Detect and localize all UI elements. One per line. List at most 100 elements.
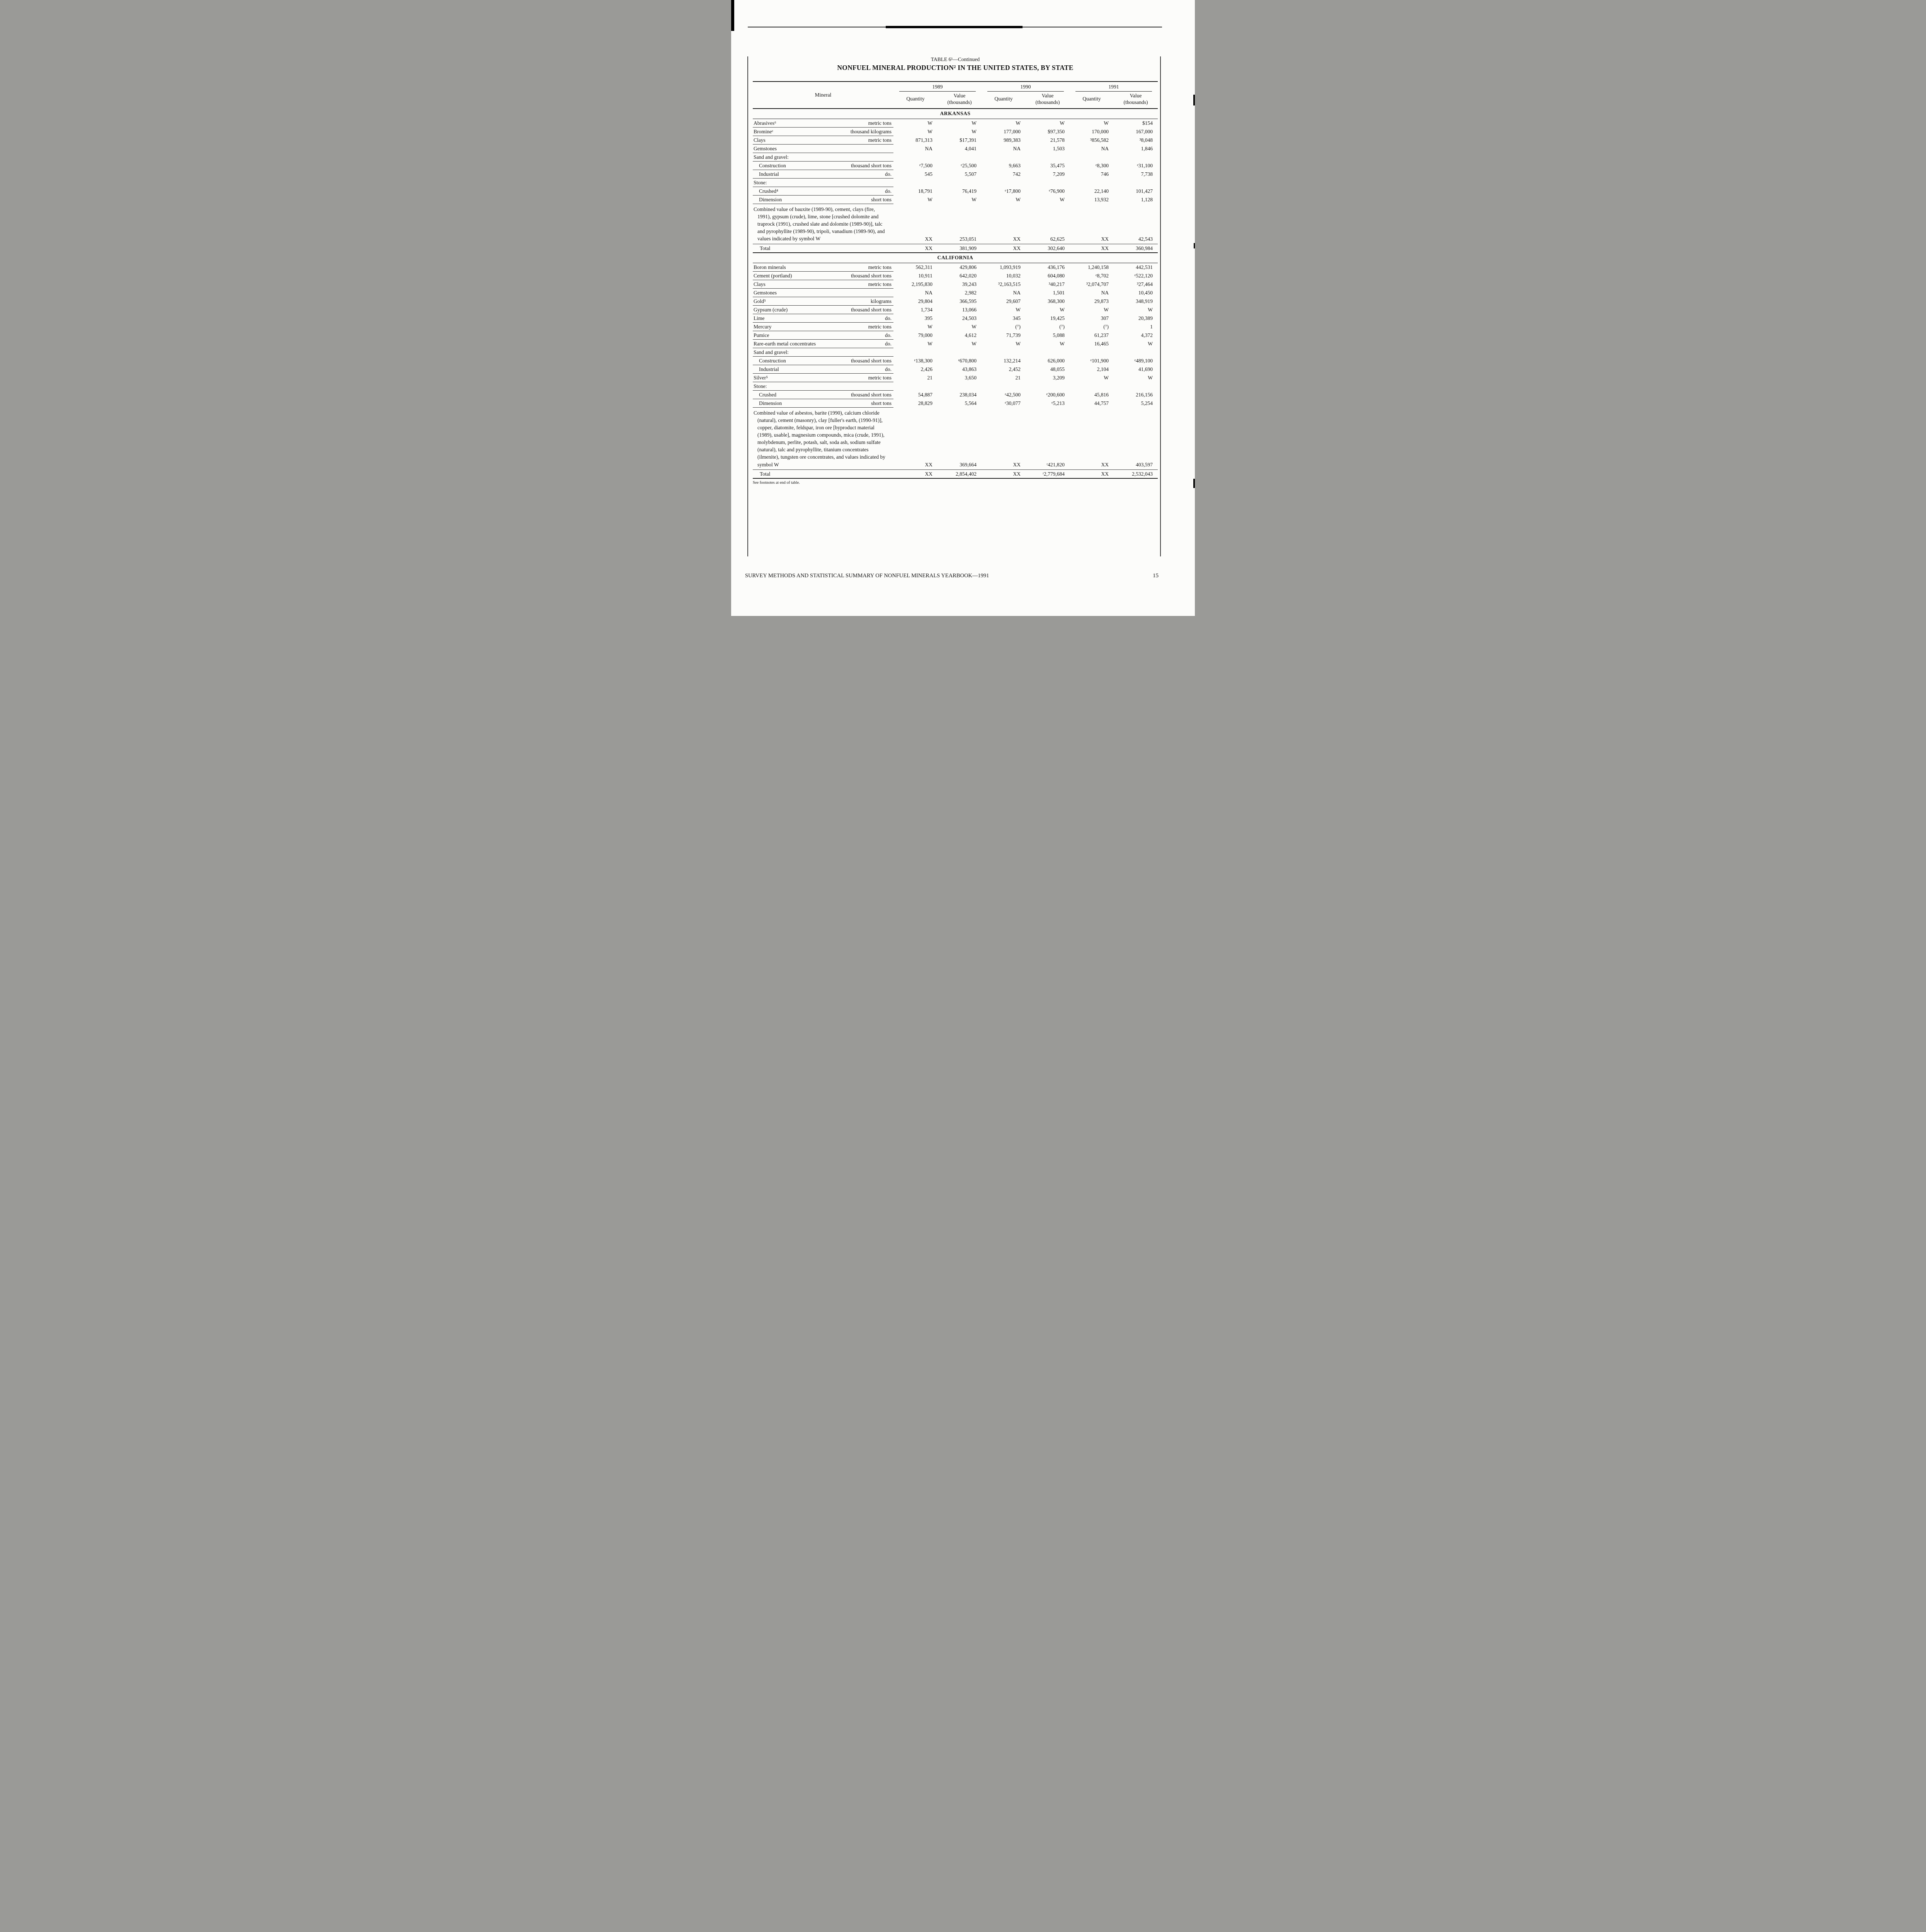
blank-cell [893, 153, 1158, 161]
value-cell: 545 [924, 171, 932, 177]
unit-label: do. [845, 187, 893, 196]
data-row: Dimension short tons 28,829 5,564 ᵉ30,077 ᵉ5,… [753, 399, 1158, 408]
value-cell: 20,389 [1138, 315, 1153, 321]
value-cell: 746 [1101, 171, 1109, 177]
unit-label: metric tons [845, 119, 893, 128]
mineral-group-label: Stone: [753, 382, 893, 391]
value-cell: 5,507 [965, 171, 977, 177]
page-title: NONFUEL MINERAL PRODUCTION² IN THE UNITE… [837, 64, 1074, 71]
unit-label: thousand short tons [845, 305, 893, 314]
value-cell: ᵉ5,213 [1051, 400, 1065, 406]
value-cell: W [927, 128, 932, 134]
value-cell: 61,237 [1094, 332, 1109, 338]
value-cell: 4,372 [1141, 332, 1153, 338]
value-cell: 7,738 [1141, 171, 1153, 177]
value-cell: XX [893, 469, 937, 479]
value-cell: 28,829 [918, 400, 932, 406]
mineral-name: Gypsum (crude) [753, 305, 845, 314]
value-cell: 79,000 [918, 332, 932, 338]
combined-value-label: Combined value of bauxite (1989-90), cem… [753, 204, 893, 244]
value-cell: ᵉ25,500 [961, 162, 977, 168]
value-cell: 1,503 [1053, 145, 1065, 151]
value-cell: 10,032 [1006, 272, 1021, 279]
value-cell: 360,984 [1114, 244, 1158, 253]
value-cell: 3,209 [1053, 374, 1065, 381]
value-cell: W [1016, 196, 1021, 202]
value-cell: 871,313 [915, 137, 932, 143]
value-cell: 21 [1015, 374, 1021, 381]
value-cell: 21 [927, 374, 933, 381]
value-cell: W [972, 323, 977, 330]
value-cell: W [972, 196, 977, 202]
value-cell: 7,209 [1053, 171, 1065, 177]
value-cell: 177,000 [1004, 128, 1021, 134]
value-cell: ᵉ200,600 [1046, 391, 1065, 398]
value-header-1990: Value (thousands) [1026, 92, 1070, 109]
data-row: Cement (portland) thousand short tons 10,9… [753, 271, 1158, 280]
value-cell: 1,501 [1053, 289, 1065, 296]
value-cell: 307 [1101, 315, 1109, 321]
mineral-name: Rare-earth metal concentrates [753, 339, 845, 348]
value-cell: XX [893, 407, 937, 470]
data-row: Gemstones NA 4,041 NA 1,503 NA 1,846 [753, 144, 1158, 153]
value-cell: ᵉ76,900 [1049, 188, 1065, 194]
value-cell: 19,425 [1050, 315, 1065, 321]
data-row: Pumice do. 79,000 4,612 71,739 5,088 61,237 4,3… [753, 331, 1158, 340]
group-row: Stone: [753, 178, 1158, 187]
value-cell: 2,532,043 [1114, 469, 1158, 479]
value-cell: W [927, 196, 932, 202]
thousands-label: (thousands) [1035, 99, 1060, 105]
scan-artifact [731, 0, 734, 31]
value-cell: 302,640 [1026, 244, 1070, 253]
table-label: TABLE 6¹—Continued [931, 56, 980, 62]
value-cell: W [972, 120, 977, 126]
mineral-name: Industrial [753, 365, 845, 374]
value-cell: ʳ421,820 [1026, 407, 1070, 470]
value-cell: 562,311 [915, 264, 932, 270]
combined-row: Combined value of bauxite (1989-90), cem… [753, 204, 1158, 244]
value-cell: W [1104, 374, 1109, 381]
value-cell: ³8,048 [1139, 137, 1153, 143]
mineral-name: Dimension [753, 399, 845, 408]
value-cell: 170,000 [1092, 128, 1109, 134]
value-cell: 253,051 [937, 204, 982, 244]
value-cell: 395 [924, 315, 932, 321]
footnote: See footnotes at end of table. [753, 480, 800, 485]
value-cell: XX [893, 244, 937, 253]
value-cell: 4,612 [965, 332, 977, 338]
unit-label: metric tons [845, 373, 893, 382]
value-cell: XX [1070, 244, 1114, 253]
value-cell: 216,156 [1136, 391, 1153, 398]
value-cell: W [1060, 306, 1065, 313]
value-cell: 9,663 [1009, 162, 1021, 168]
data-row: Crushed⁴ do. 18,791 76,419 ᵉ17,800 ᵉ76,900 22,… [753, 187, 1158, 196]
mineral-name: Mercury [753, 322, 845, 331]
value-cell: XX [982, 469, 1026, 479]
value-cell: $17,391 [960, 137, 977, 143]
state-name: ARKANSAS [753, 108, 1158, 119]
value-cell: 13,932 [1094, 196, 1109, 202]
year-1989-header: 1989 [893, 82, 982, 92]
mineral-name: Crushed⁴ [753, 187, 845, 196]
mineral-column-header: Mineral [753, 82, 893, 109]
blank-cell [893, 348, 1158, 356]
total-row: Total XX 2,854,402 XX ʳ2,779,684 XX 2,532,043 [753, 469, 1158, 479]
unit-label: do. [845, 331, 893, 340]
footer-text: SURVEY METHODS AND STATISTICAL SUMMARY O… [745, 573, 989, 579]
state-section-row: ARKANSAS [753, 108, 1158, 119]
scan-artifact [1194, 243, 1195, 248]
data-row: Industrial do. 2,426 43,863 2,452 48,055 2,104… [753, 365, 1158, 374]
mineral-name: Silver⁵ [753, 373, 845, 382]
value-label: Value [1041, 93, 1054, 99]
value-cell: XX [982, 407, 1026, 470]
value-cell: 238,034 [960, 391, 977, 398]
data-row: Silver⁵ metric tons 21 3,650 21 3,209 W W [753, 373, 1158, 382]
page-content: TABLE 6¹—Continued NONFUEL MINERAL PRODU… [753, 56, 1158, 485]
value-cell: NA [925, 289, 933, 296]
value-cell: 22,140 [1094, 188, 1109, 194]
value-cell: ᵉ7,500 [919, 162, 932, 168]
page-number: 15 [1153, 573, 1159, 579]
value-cell: XX [982, 204, 1026, 244]
value-cell: 41,690 [1138, 366, 1153, 372]
mineral-group-label: Stone: [753, 178, 893, 187]
